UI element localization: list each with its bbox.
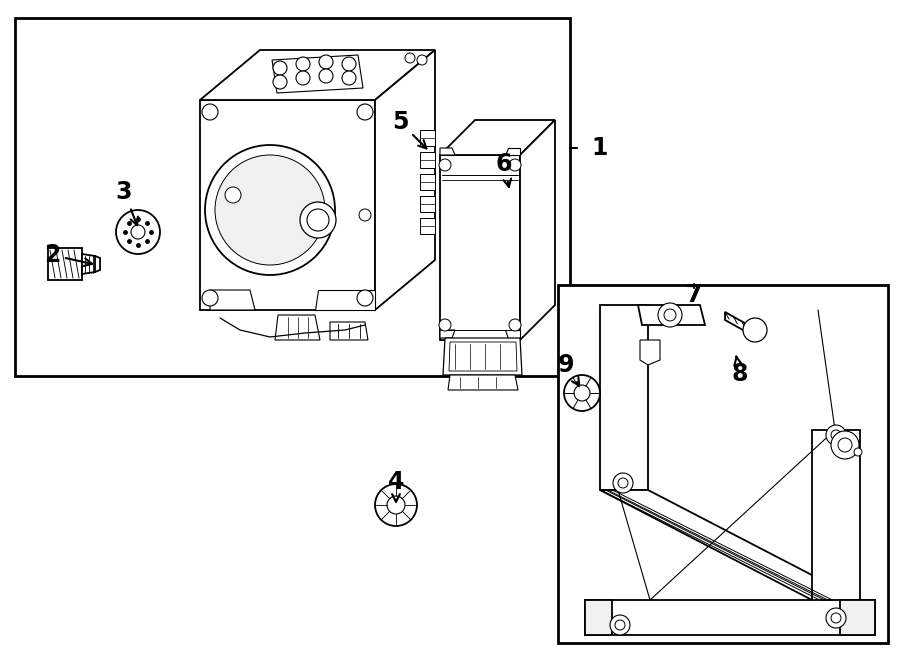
- Bar: [15, 18, 570, 376]
- Circle shape: [342, 57, 356, 71]
- Circle shape: [273, 75, 287, 89]
- Circle shape: [300, 202, 336, 238]
- Circle shape: [116, 210, 160, 254]
- Circle shape: [387, 496, 405, 514]
- Polygon shape: [200, 100, 375, 310]
- Circle shape: [564, 375, 600, 411]
- Polygon shape: [440, 148, 455, 155]
- Circle shape: [319, 55, 333, 69]
- Circle shape: [618, 478, 628, 488]
- Polygon shape: [272, 55, 363, 93]
- Circle shape: [296, 57, 310, 71]
- Circle shape: [405, 53, 415, 63]
- Polygon shape: [315, 290, 375, 310]
- Circle shape: [509, 159, 521, 171]
- Circle shape: [205, 145, 335, 275]
- Circle shape: [831, 431, 859, 459]
- Circle shape: [743, 318, 767, 342]
- Polygon shape: [420, 196, 435, 212]
- Circle shape: [613, 473, 633, 493]
- Polygon shape: [375, 50, 435, 310]
- Circle shape: [319, 69, 333, 83]
- Polygon shape: [420, 152, 435, 168]
- Polygon shape: [448, 375, 518, 390]
- Circle shape: [202, 104, 218, 120]
- Polygon shape: [840, 600, 875, 635]
- Circle shape: [831, 430, 841, 440]
- Circle shape: [439, 159, 451, 171]
- Polygon shape: [520, 120, 555, 340]
- Polygon shape: [210, 290, 255, 310]
- Polygon shape: [585, 600, 612, 635]
- Polygon shape: [200, 50, 435, 100]
- Circle shape: [615, 620, 625, 630]
- Circle shape: [826, 608, 846, 628]
- Polygon shape: [585, 600, 875, 635]
- Polygon shape: [440, 155, 520, 340]
- Polygon shape: [505, 330, 520, 338]
- Text: 8: 8: [732, 356, 748, 386]
- Polygon shape: [440, 330, 455, 338]
- Polygon shape: [725, 312, 750, 334]
- Polygon shape: [82, 254, 95, 274]
- Polygon shape: [440, 120, 555, 155]
- Circle shape: [215, 155, 325, 265]
- Circle shape: [131, 225, 145, 239]
- Circle shape: [375, 484, 417, 526]
- Polygon shape: [420, 130, 435, 146]
- Circle shape: [509, 319, 521, 331]
- Circle shape: [658, 303, 682, 327]
- Polygon shape: [505, 148, 520, 155]
- Text: 1: 1: [592, 136, 608, 160]
- Polygon shape: [640, 340, 660, 365]
- Bar: [558, 285, 888, 643]
- Polygon shape: [812, 430, 860, 620]
- Polygon shape: [330, 322, 368, 340]
- Circle shape: [838, 438, 852, 452]
- Circle shape: [307, 209, 329, 231]
- Polygon shape: [449, 342, 517, 371]
- Polygon shape: [600, 305, 648, 490]
- Text: 2: 2: [44, 243, 92, 267]
- Text: 6: 6: [496, 152, 512, 187]
- Circle shape: [664, 309, 676, 321]
- Polygon shape: [420, 218, 435, 234]
- Polygon shape: [275, 315, 320, 340]
- Circle shape: [359, 209, 371, 221]
- Circle shape: [273, 61, 287, 75]
- Circle shape: [342, 71, 356, 85]
- Circle shape: [296, 71, 310, 85]
- Text: 7: 7: [686, 283, 702, 307]
- Circle shape: [417, 55, 427, 65]
- Polygon shape: [600, 490, 860, 600]
- Circle shape: [831, 613, 841, 623]
- Circle shape: [225, 187, 241, 203]
- Circle shape: [826, 425, 846, 445]
- Circle shape: [854, 448, 862, 456]
- Text: 4: 4: [388, 470, 404, 502]
- Text: 5: 5: [392, 110, 427, 148]
- Text: 3: 3: [116, 180, 138, 225]
- Polygon shape: [638, 305, 705, 325]
- Text: 9: 9: [558, 353, 580, 386]
- Circle shape: [574, 385, 590, 401]
- Polygon shape: [443, 338, 522, 375]
- Circle shape: [610, 615, 630, 635]
- Circle shape: [357, 290, 373, 306]
- Polygon shape: [420, 174, 435, 190]
- Circle shape: [357, 104, 373, 120]
- Circle shape: [439, 319, 451, 331]
- Polygon shape: [48, 248, 82, 280]
- Circle shape: [202, 290, 218, 306]
